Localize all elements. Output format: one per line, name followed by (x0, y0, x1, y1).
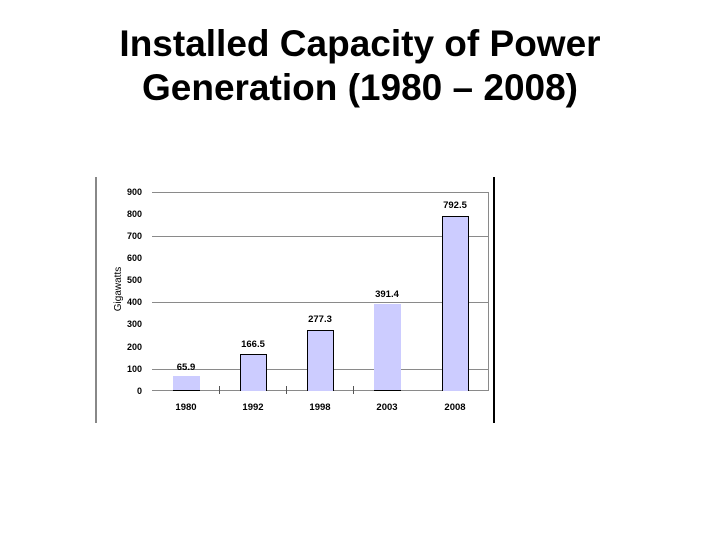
y-tick-label: 100 (126, 364, 142, 374)
bar-value-label: 391.4 (375, 289, 399, 300)
x-tick-label: 1980 (175, 402, 197, 413)
bar-1980-base (173, 390, 200, 391)
gridline-400 (152, 302, 489, 303)
plot-right-edge (488, 192, 489, 391)
bar-1980 (173, 376, 200, 391)
bar-value-label: 166.5 (241, 339, 265, 350)
y-tick-label: 600 (126, 253, 142, 263)
bar-2003 (374, 304, 401, 391)
x-tick-label: 2008 (444, 402, 466, 413)
x-tick-mark (286, 386, 287, 394)
chart-right-border (493, 177, 495, 423)
bar-2008 (442, 216, 469, 391)
bar-value-label: 277.3 (308, 314, 332, 325)
gridline-900 (152, 192, 489, 193)
slide-title-line-2: Generation (1980 – 2008) (142, 67, 578, 108)
plot-area (152, 192, 489, 394)
y-tick-label: 200 (126, 342, 142, 352)
chart-left-border (95, 177, 97, 423)
bar-2003-base (374, 390, 401, 391)
bar-1992 (240, 354, 267, 391)
y-tick-label: 500 (126, 275, 142, 285)
x-tick-label: 1998 (309, 402, 331, 413)
bar-value-label: 792.5 (443, 200, 467, 211)
y-tick-label: 400 (126, 297, 142, 307)
y-tick-label: 0 (136, 386, 142, 396)
bar-1998 (307, 330, 334, 391)
slide-title: Installed Capacity of Power Generation (… (0, 22, 720, 110)
y-tick-label: 700 (126, 231, 142, 241)
x-tick-label: 1992 (242, 402, 264, 413)
y-tick-label: 300 (126, 319, 142, 329)
x-tick-mark (219, 386, 220, 394)
x-tick-mark (353, 386, 354, 394)
y-tick-label: 900 (126, 187, 142, 197)
bar-value-label: 65.9 (176, 362, 196, 373)
x-tick-label: 2003 (376, 402, 398, 413)
gridline-700 (152, 236, 489, 237)
slide-title-line-1: Installed Capacity of Power (119, 23, 601, 64)
y-tick-label: 800 (126, 209, 142, 219)
